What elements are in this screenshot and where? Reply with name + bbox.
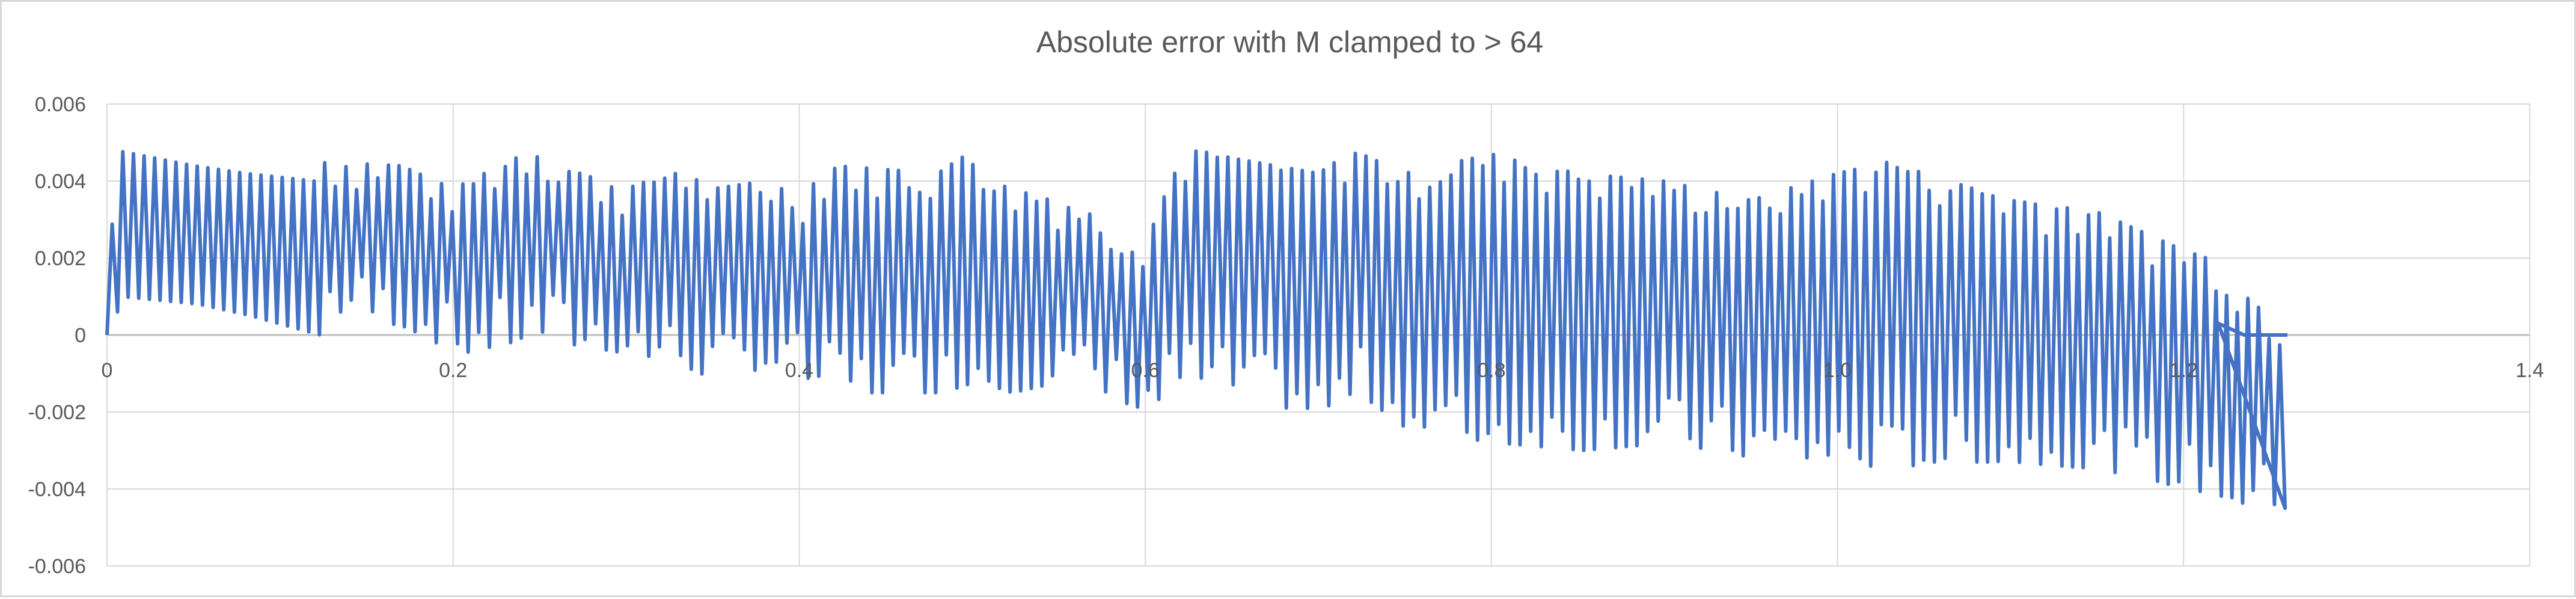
y-tick-label: 0.004: [35, 170, 86, 193]
chart-title: Absolute error with M clamped to > 64: [1036, 25, 1544, 59]
y-tick-label: 0.006: [35, 93, 86, 116]
series-layer: [105, 149, 2287, 510]
x-tick-label: 0.2: [439, 359, 467, 382]
series-line-absolute-error: [105, 149, 2287, 510]
x-tick-label: 0.4: [785, 359, 813, 382]
y-tick-label: 0.002: [35, 247, 86, 270]
y-tick-labels: 0.006 0.004 0.002 0 -0.002 -0.004 -0.006: [28, 93, 86, 578]
y-tick-label: -0.004: [28, 478, 86, 501]
y-tick-label: -0.002: [28, 401, 86, 424]
x-tick-label: 0: [102, 359, 113, 382]
x-tick-label: 1.0: [1823, 359, 1852, 382]
y-tick-label: 0: [75, 324, 86, 347]
x-tick-labels: 0 0.2 0.4 0.6 0.8 1.0 1.2 1.4: [102, 359, 2544, 382]
x-tick-label: 1.2: [2170, 359, 2198, 382]
x-tick-label: 0.6: [1131, 359, 1160, 382]
x-tick-label: 0.8: [1477, 359, 1505, 382]
x-tick-label: 1.4: [2515, 359, 2544, 382]
y-tick-label: -0.006: [28, 555, 86, 578]
